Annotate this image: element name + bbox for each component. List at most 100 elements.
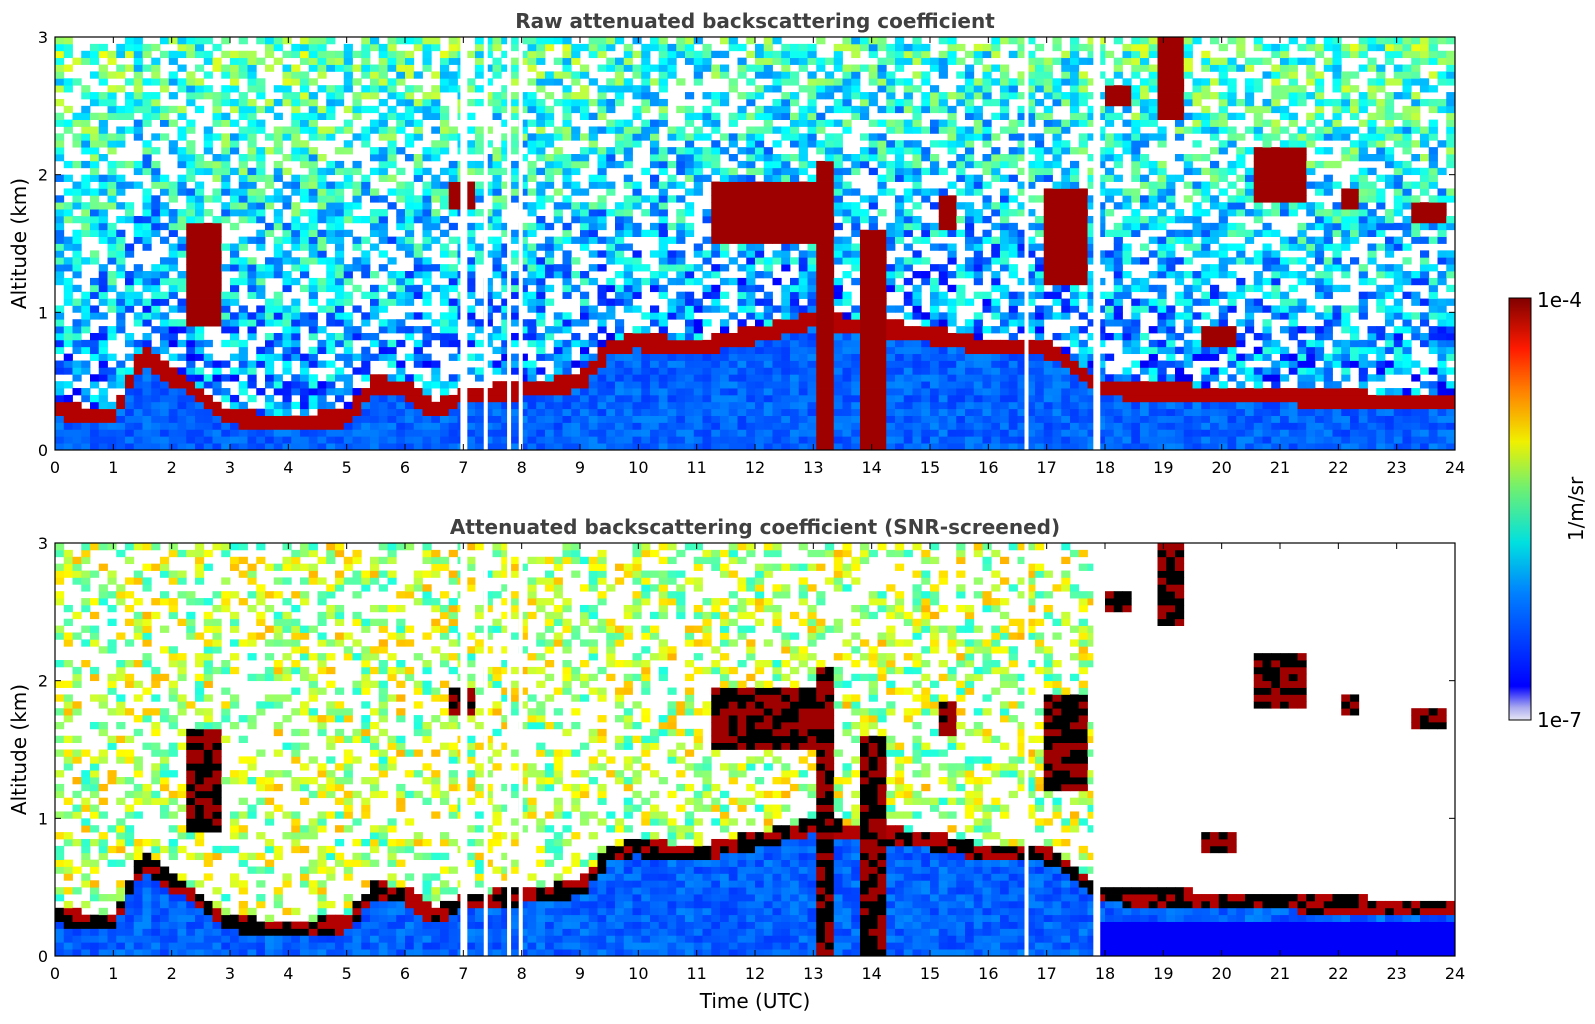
heatmap-cell	[90, 257, 100, 265]
heatmap-cell	[711, 346, 721, 355]
heatmap-cell	[475, 374, 485, 382]
heatmap-cell	[90, 415, 100, 423]
heatmap-cell	[1008, 92, 1018, 100]
heatmap-cell	[702, 319, 712, 327]
heatmap-cell	[203, 401, 213, 410]
heatmap-cell	[650, 332, 660, 341]
heatmap-cell	[842, 429, 852, 437]
heatmap-cell	[842, 126, 852, 134]
heatmap-cell	[230, 78, 240, 86]
heatmap-cell	[833, 408, 843, 416]
heatmap-cell	[343, 312, 353, 320]
heatmap-cell	[212, 429, 222, 437]
heatmap-cell	[133, 71, 143, 79]
heatmap-cell	[405, 133, 415, 141]
heatmap-cell	[63, 264, 73, 272]
heatmap-cell	[492, 408, 502, 416]
heatmap-cell	[291, 339, 301, 348]
heatmap-cell	[527, 367, 537, 375]
heatmap-cell	[448, 188, 458, 196]
heatmap-cell	[825, 388, 835, 396]
heatmap-cell	[737, 236, 747, 244]
heatmap-cell	[238, 71, 248, 79]
heatmap-cell	[895, 394, 905, 403]
heatmap-cell	[116, 133, 126, 141]
heatmap-cell	[903, 388, 913, 396]
heatmap-cell	[956, 381, 966, 389]
heatmap-cell	[737, 277, 747, 286]
heatmap-cell	[317, 277, 327, 286]
heatmap-cell	[536, 332, 546, 341]
heatmap-cell	[553, 346, 563, 355]
heatmap-cell	[370, 381, 380, 389]
heatmap-cell	[81, 257, 91, 265]
heatmap-cell	[282, 305, 292, 313]
heatmap-cell	[536, 147, 546, 155]
heatmap-cell	[895, 257, 905, 265]
heatmap-cell	[116, 264, 126, 272]
heatmap-cell	[615, 250, 625, 258]
heatmap-cell	[282, 339, 292, 348]
heatmap-cell	[842, 209, 852, 217]
heatmap-cell	[1035, 381, 1045, 389]
heatmap-cell	[1035, 353, 1045, 361]
heatmap-cell	[81, 105, 91, 114]
heatmap-cell	[702, 388, 712, 396]
heatmap-cell	[151, 443, 161, 450]
heatmap-cell	[947, 257, 957, 265]
heatmap-cell	[55, 257, 65, 265]
heatmap-cell	[807, 360, 817, 368]
heatmap-cell	[1026, 339, 1036, 348]
heatmap-cell	[798, 326, 808, 334]
heatmap-cell	[151, 112, 161, 120]
heatmap-cell	[335, 422, 345, 430]
heatmap-cell	[562, 401, 572, 410]
heatmap-cell	[387, 257, 397, 265]
heatmap-cell	[1008, 374, 1018, 382]
heatmap-cell	[396, 415, 406, 423]
heatmap-cell	[877, 271, 887, 279]
heatmap-cell	[370, 215, 380, 224]
heatmap-cell	[168, 243, 178, 251]
heatmap-cell	[982, 154, 992, 162]
heatmap-cell	[247, 174, 257, 182]
heatmap-cell	[238, 305, 248, 313]
heatmap-cell	[562, 436, 572, 444]
heatmap-cell	[361, 236, 371, 244]
heatmap-cell	[317, 284, 327, 293]
heatmap-cell	[693, 133, 703, 141]
heatmap-cell	[772, 37, 782, 45]
heatmap-cell	[387, 436, 397, 444]
heatmap-cell	[352, 394, 362, 403]
heatmap-cell	[772, 174, 782, 182]
heatmap-cell	[203, 271, 213, 279]
heatmap-cell	[588, 367, 598, 375]
heatmap-cell	[221, 298, 231, 306]
heatmap-cell	[737, 43, 747, 52]
heatmap-cell	[405, 112, 415, 120]
heatmap-cell	[597, 50, 607, 59]
heatmap-cell	[335, 264, 345, 272]
heatmap-cell	[378, 339, 388, 348]
heatmap-cell	[938, 360, 948, 368]
heatmap-cell	[308, 215, 318, 224]
heatmap-cell	[1026, 436, 1036, 444]
heatmap-cell	[982, 388, 992, 396]
heatmap-cell	[553, 312, 563, 320]
heatmap-cell	[343, 429, 353, 437]
heatmap-cell	[72, 401, 82, 410]
heatmap-cell	[125, 160, 135, 169]
heatmap-cell	[833, 298, 843, 306]
heatmap-cell	[641, 71, 651, 79]
heatmap-cell	[623, 277, 633, 286]
heatmap-cell	[300, 57, 310, 65]
heatmap-cell	[860, 326, 870, 334]
heatmap-cell	[221, 50, 231, 59]
heatmap-cell	[702, 64, 712, 72]
heatmap-cell	[335, 436, 345, 444]
heatmap-cell	[527, 360, 537, 368]
heatmap-cell	[685, 394, 695, 403]
heatmap-cell	[133, 160, 143, 169]
heatmap-cell	[431, 443, 441, 450]
heatmap-cell	[877, 264, 887, 272]
